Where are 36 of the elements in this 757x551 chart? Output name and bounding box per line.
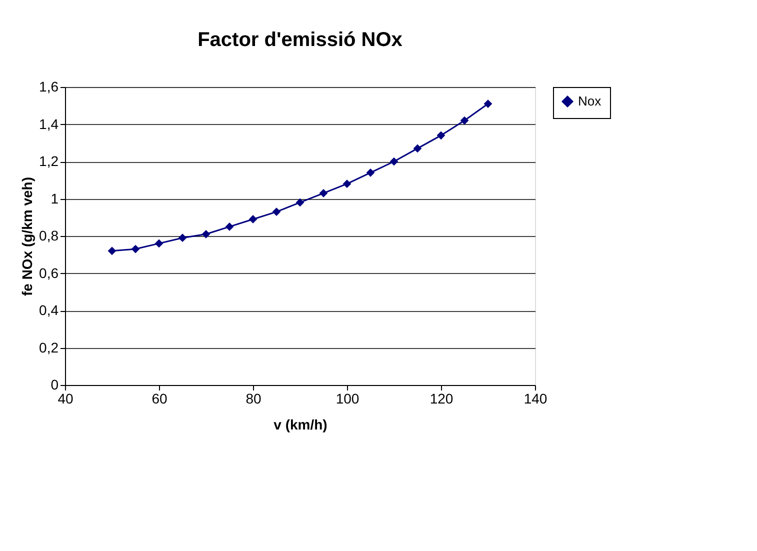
y-tick-label: 1,4 [39, 116, 59, 132]
chart-title: Factor d'emissió NOx [198, 29, 402, 51]
point [460, 116, 469, 125]
point [484, 100, 492, 108]
x-tick-label: 60 [152, 390, 168, 406]
point [296, 198, 304, 207]
point [131, 244, 140, 254]
point [108, 246, 116, 256]
point [178, 234, 187, 242]
point [248, 215, 258, 224]
y-tick-label: 0,8 [39, 228, 59, 244]
y-tick-label: 1,2 [39, 153, 59, 169]
point [413, 144, 422, 153]
x-axis-title: v (km/h) [274, 416, 328, 432]
point [154, 239, 164, 248]
x-tick-label: 100 [336, 390, 360, 406]
y-tick-label: 1 [50, 190, 59, 206]
legend-label: Nox [578, 94, 602, 108]
x-tick-label: 80 [246, 390, 262, 406]
x-tick-label: 40 [58, 390, 74, 406]
y-tick-label: 0,6 [39, 264, 59, 281]
point [272, 208, 281, 216]
y-tick-label: 1,6 [39, 78, 59, 94]
point [390, 157, 398, 166]
x-tick-label: 140 [524, 390, 548, 406]
x-tick-label: 120 [430, 390, 454, 406]
y-tick-label: 0 [50, 376, 59, 392]
point [319, 188, 328, 198]
point [342, 180, 352, 188]
point [436, 131, 446, 140]
point [202, 230, 210, 238]
point [366, 168, 375, 177]
y-axis-title: fe NOx (g/km veh) [19, 176, 36, 296]
y-tick-label: 0,4 [39, 302, 59, 318]
y-tick-label: 0,2 [39, 339, 59, 356]
point [225, 222, 234, 231]
